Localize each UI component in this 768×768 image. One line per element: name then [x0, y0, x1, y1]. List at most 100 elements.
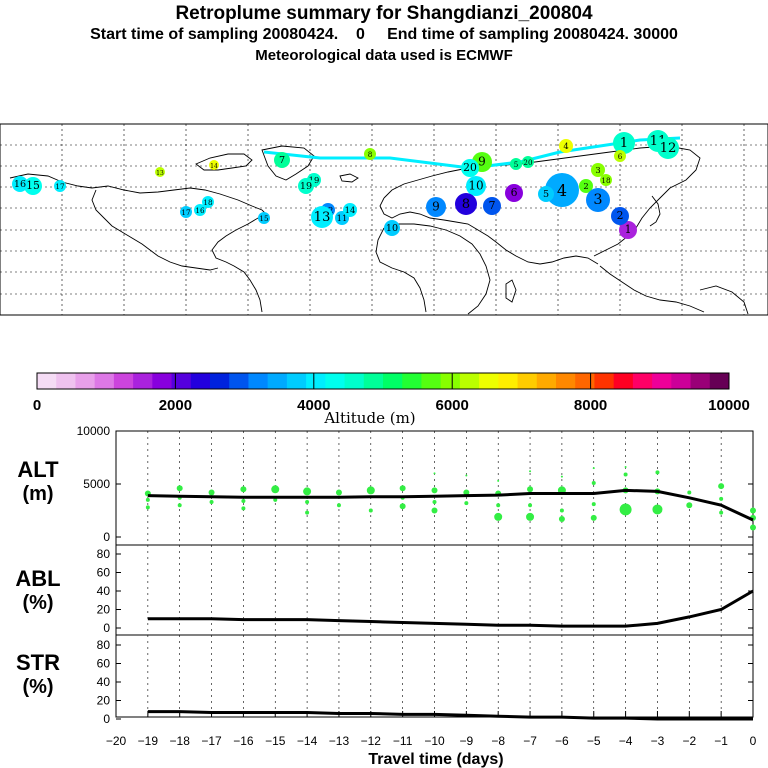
alt-scatter-point [145, 505, 150, 510]
upper-marker-4: 4 [559, 139, 573, 153]
upper-marker-dot [591, 163, 605, 177]
colorbar-swatch [613, 373, 634, 389]
track-marker-dot [538, 186, 554, 202]
track-marker-10: 10 [384, 220, 400, 236]
colorbar-swatch [344, 373, 365, 389]
track-marker-9: 9 [426, 197, 446, 217]
alt-scatter-point [431, 507, 438, 514]
x-tick-label: −15 [265, 734, 286, 748]
upper-marker-dot [657, 137, 679, 159]
alt-scatter-point [176, 485, 183, 492]
alt-scatter-point [750, 524, 756, 531]
x-tick-label: −19 [138, 734, 159, 748]
track-marker-label: 3 [593, 192, 602, 208]
track-marker-label: 20 [463, 161, 477, 174]
track-marker-7: 7 [483, 197, 501, 215]
upper-marker-label: 7 [279, 155, 285, 166]
track-marker-label: 16 [195, 206, 205, 215]
upper-marker-label: 4 [563, 141, 568, 151]
colorbar-tick-label: 6000 [436, 397, 469, 414]
upper-marker-dot [466, 176, 486, 196]
colorbar-tick-label: 0 [33, 397, 41, 414]
track-marker-label: 5 [543, 189, 549, 200]
upper-marker-17: 17 [54, 180, 66, 192]
track-marker-15: 15 [258, 212, 270, 224]
track-marker-3: 3 [586, 188, 610, 212]
track-marker-19: 19 [298, 178, 314, 194]
upper-marker-label: 13 [156, 170, 164, 177]
colorbar-swatch [267, 373, 288, 389]
alt-scatter-point [624, 466, 627, 469]
colorbar-swatch [152, 373, 173, 389]
alt-scatter-point [591, 502, 596, 507]
track-marker-label: 10 [386, 223, 398, 234]
track-marker-label: 13 [314, 210, 331, 225]
y-tick-label: 80 [97, 638, 111, 652]
track-marker-label: 14 [345, 205, 356, 215]
track-marker-6: 6 [505, 184, 523, 202]
colorbar-swatch [37, 373, 57, 389]
upper-marker-label: 14 [210, 163, 218, 170]
upper-marker-dot [600, 174, 612, 186]
track-marker-label: 18 [203, 198, 213, 207]
y-tick-label: 20 [97, 694, 111, 708]
track-marker-20: 20 [461, 159, 479, 177]
alt-scatter-point [335, 489, 342, 496]
colorbar-swatch [229, 373, 249, 389]
upper-marker-label: 12 [660, 141, 677, 156]
x-tick-label: −8 [491, 734, 505, 748]
alt-scatter-point [496, 503, 501, 508]
coast-greenland [261, 145, 315, 181]
upper-marker-label: 10 [468, 179, 483, 193]
upper-marker-label: 17 [55, 182, 65, 191]
upper-marker-label: 1 [620, 136, 628, 151]
alt-scatter-point [652, 504, 663, 515]
alt-scatter-point [719, 496, 724, 501]
alt-scatter-point [241, 498, 246, 503]
upper-marker-16: 16 [12, 176, 28, 192]
alt-scatter-point [240, 486, 247, 493]
upper-marker-1: 1 [613, 132, 635, 154]
track-marker-label: 11 [337, 213, 348, 223]
alt-scatter-point [431, 487, 438, 494]
y-tick-label: 40 [97, 584, 111, 598]
alt-scatter-point [305, 510, 310, 515]
upper-marker-dot [522, 156, 534, 168]
track-marker-13: 13 [311, 206, 333, 228]
alt-scatter-point [464, 501, 469, 506]
upper-marker-dot [559, 139, 573, 153]
alt-scatter-point [241, 506, 246, 511]
colorbar-ticks: 0 2000 4000 6000 8000 10000 [33, 373, 750, 414]
track-marker-5: 5 [538, 186, 554, 202]
x-tick-label: −11 [393, 734, 413, 748]
track-marker-label: 9 [432, 200, 440, 214]
y-tick-label: 0 [103, 712, 110, 726]
alt-scatter-point [336, 503, 341, 508]
str-line [147, 710, 753, 721]
upper-marker-7: 7 [274, 152, 290, 168]
x-tick-label: −2 [682, 734, 696, 748]
upper-marker-label: 15 [26, 179, 40, 192]
colorbar-swatch [671, 373, 692, 389]
colorbar-swatch [94, 373, 115, 389]
x-tick-label: −1 [714, 734, 728, 748]
x-tick-label: −3 [651, 734, 665, 748]
colorbar-swatch [690, 373, 711, 389]
colorbar-swatch [440, 373, 461, 389]
x-tick-label: −7 [523, 734, 537, 748]
x-tick-label: −12 [361, 734, 382, 748]
x-tick-label: −18 [170, 734, 191, 748]
colorbar-swatch [498, 373, 519, 389]
str-panel-label: STR [16, 650, 60, 675]
track-marker-dot [619, 221, 637, 239]
alt-scatter-point [623, 472, 628, 477]
alt-scatter-point [527, 486, 534, 493]
upper-marker-dot [274, 152, 290, 168]
colorbar-swatch [536, 373, 557, 389]
upper-marker-dot [510, 158, 522, 170]
alt-scatter-point [273, 497, 278, 502]
alt-scatter-point [528, 503, 533, 508]
upper-marker-dot [613, 132, 635, 154]
